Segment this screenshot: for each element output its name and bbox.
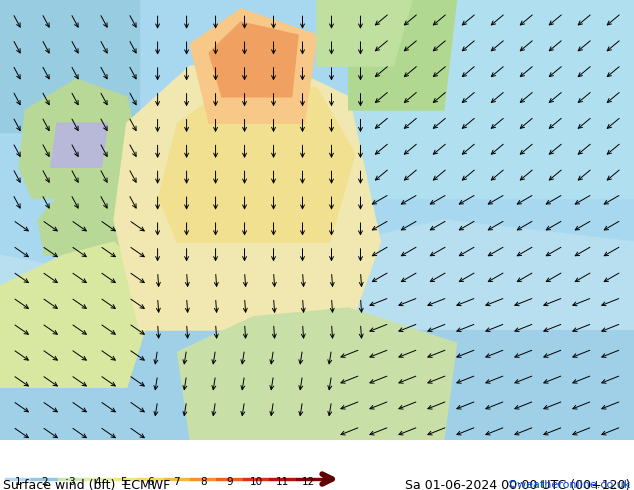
Polygon shape xyxy=(0,220,634,440)
Text: 3: 3 xyxy=(68,477,74,487)
Text: 4: 4 xyxy=(94,477,101,487)
Polygon shape xyxy=(209,22,298,97)
Bar xyxy=(137,478,164,480)
Bar xyxy=(295,478,322,480)
Text: 9: 9 xyxy=(226,477,233,487)
Polygon shape xyxy=(19,79,139,198)
Bar xyxy=(84,478,111,480)
Text: 11: 11 xyxy=(276,477,289,487)
Polygon shape xyxy=(51,123,108,167)
Bar xyxy=(243,478,269,480)
Bar xyxy=(269,478,295,480)
Text: 1: 1 xyxy=(15,477,22,487)
Bar xyxy=(58,478,84,480)
Bar xyxy=(5,478,32,480)
Text: 7: 7 xyxy=(174,477,180,487)
Text: Surface wind (bft)  ECMWF: Surface wind (bft) ECMWF xyxy=(3,479,171,490)
Polygon shape xyxy=(114,66,380,330)
Bar xyxy=(190,478,216,480)
Bar xyxy=(111,478,137,480)
Text: 12: 12 xyxy=(302,477,316,487)
Polygon shape xyxy=(0,242,158,387)
Text: 2: 2 xyxy=(41,477,48,487)
Text: 10: 10 xyxy=(249,477,262,487)
Bar xyxy=(164,478,190,480)
Bar xyxy=(216,478,243,480)
Polygon shape xyxy=(317,0,412,66)
Text: ©weatheronline.co.uk: ©weatheronline.co.uk xyxy=(507,480,631,490)
Polygon shape xyxy=(349,0,456,110)
Text: 6: 6 xyxy=(147,477,153,487)
Polygon shape xyxy=(0,330,634,440)
Text: 8: 8 xyxy=(200,477,207,487)
Bar xyxy=(32,478,58,480)
Polygon shape xyxy=(158,79,355,242)
Polygon shape xyxy=(38,189,133,255)
Polygon shape xyxy=(178,308,456,440)
Polygon shape xyxy=(0,0,139,132)
Polygon shape xyxy=(190,9,317,123)
Text: 5: 5 xyxy=(120,477,127,487)
Text: Sa 01-06-2024 00:00 UTC (00+120): Sa 01-06-2024 00:00 UTC (00+120) xyxy=(406,479,631,490)
Polygon shape xyxy=(349,0,634,198)
